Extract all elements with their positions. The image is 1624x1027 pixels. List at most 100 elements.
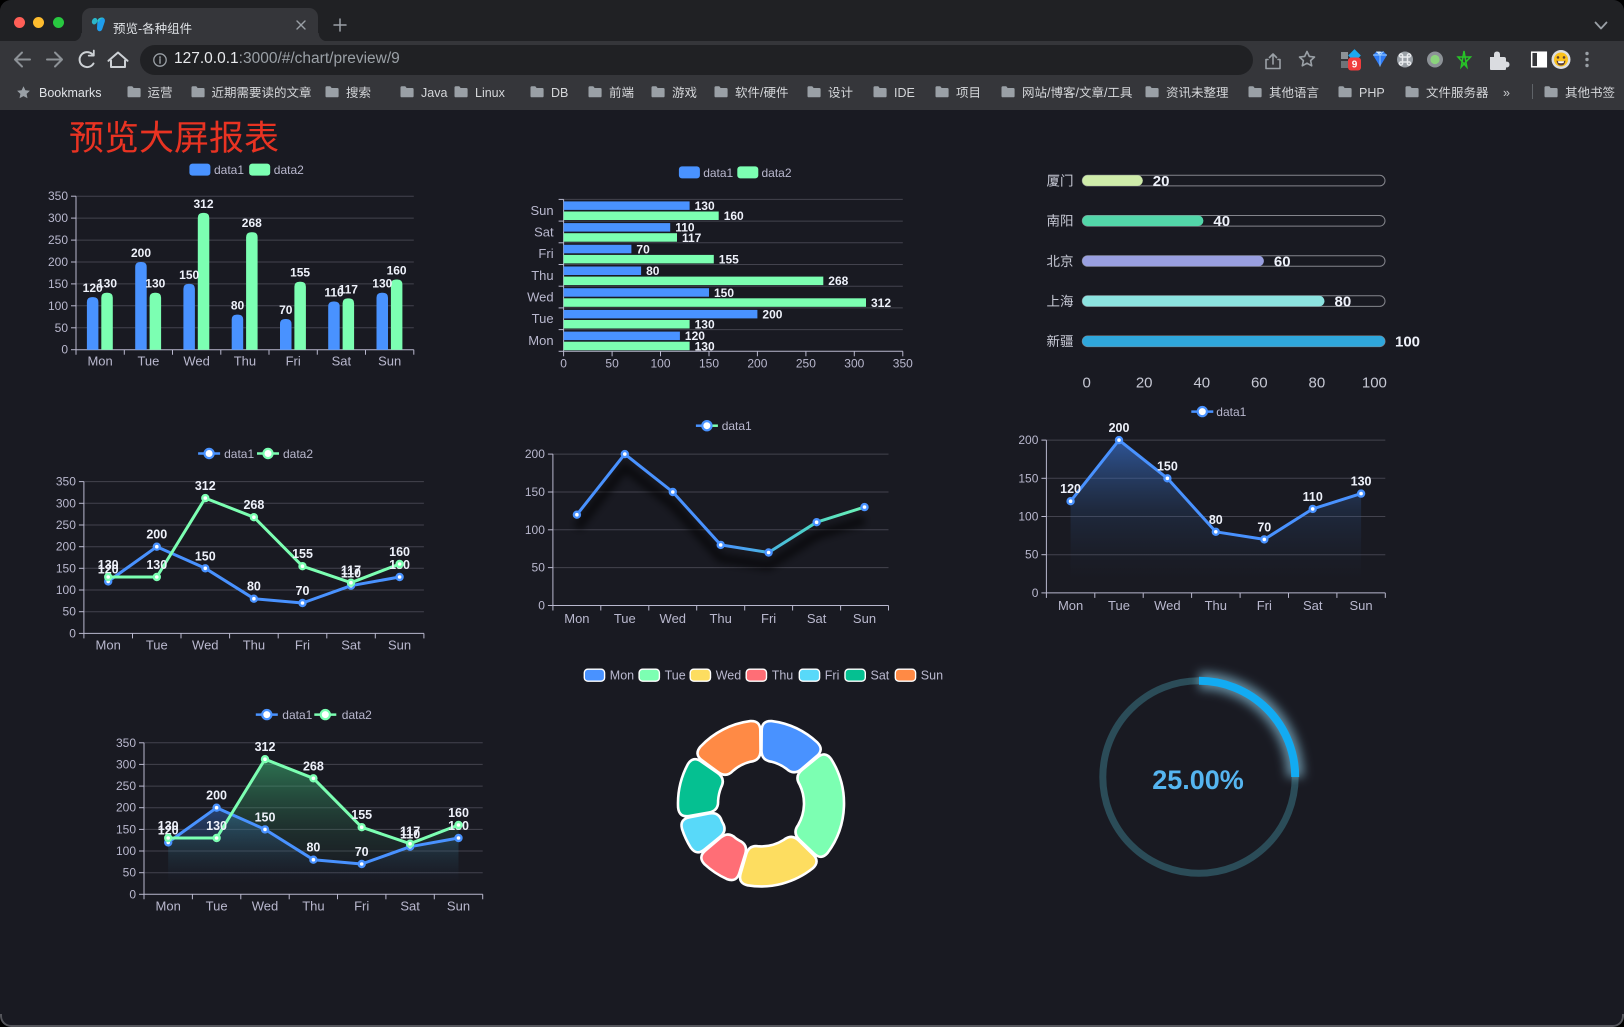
svg-text:Mon: Mon [1058, 598, 1083, 613]
svg-text:Sat: Sat [341, 637, 361, 652]
svg-text:Wed: Wed [716, 669, 742, 683]
svg-text:0: 0 [129, 887, 136, 901]
svg-text:Mon: Mon [528, 333, 553, 348]
svg-text:Fri: Fri [286, 354, 301, 369]
svg-text:20: 20 [1136, 374, 1153, 391]
svg-text:350: 350 [893, 357, 913, 371]
svg-text:Mon: Mon [96, 637, 121, 652]
svg-text:data1: data1 [1216, 405, 1246, 419]
svg-text:80: 80 [1309, 374, 1326, 391]
svg-text:130: 130 [695, 199, 715, 213]
svg-text:200: 200 [1109, 421, 1130, 435]
svg-text:110: 110 [341, 567, 361, 581]
svg-text:200: 200 [206, 789, 227, 803]
svg-text:268: 268 [243, 498, 264, 512]
svg-text:100: 100 [650, 357, 670, 371]
svg-text:0: 0 [69, 626, 76, 640]
svg-text:Wed: Wed [1154, 598, 1181, 613]
svg-text:130: 130 [695, 339, 715, 353]
svg-text:150: 150 [255, 810, 276, 824]
svg-text:data2: data2 [283, 447, 313, 461]
svg-text:Wed: Wed [252, 899, 279, 914]
svg-text:268: 268 [303, 759, 324, 773]
svg-text:300: 300 [56, 496, 76, 510]
svg-text:312: 312 [255, 740, 276, 754]
svg-text:Sat: Sat [332, 354, 352, 369]
svg-text:200: 200 [56, 540, 76, 554]
svg-text:130: 130 [1351, 475, 1372, 489]
svg-text:130: 130 [206, 819, 227, 833]
svg-text:100: 100 [1018, 510, 1038, 524]
svg-text:Thu: Thu [531, 268, 553, 283]
svg-text:150: 150 [179, 268, 199, 282]
svg-text:300: 300 [844, 357, 864, 371]
svg-text:80: 80 [1209, 513, 1223, 527]
svg-text:160: 160 [387, 264, 407, 278]
svg-text:Wed: Wed [192, 637, 219, 652]
svg-text:200: 200 [116, 801, 136, 815]
svg-text:data2: data2 [342, 708, 372, 722]
svg-text:Mon: Mon [156, 899, 181, 914]
svg-text:350: 350 [56, 475, 76, 489]
svg-text:9: 9 [1352, 60, 1358, 71]
svg-text:Tue: Tue [146, 637, 168, 652]
svg-text:250: 250 [796, 357, 816, 371]
svg-text:data1: data1 [703, 166, 733, 180]
svg-text:120: 120 [685, 329, 705, 343]
svg-text:Thu: Thu [1205, 598, 1227, 613]
svg-text:Tue: Tue [206, 899, 228, 914]
svg-text:312: 312 [871, 296, 891, 310]
svg-text:50: 50 [532, 561, 546, 575]
svg-text:40: 40 [1193, 374, 1210, 391]
svg-text:300: 300 [48, 211, 68, 225]
svg-text:Wed: Wed [527, 290, 554, 305]
svg-text:Wed: Wed [183, 354, 210, 369]
svg-text:200: 200 [525, 447, 545, 461]
svg-text:Thu: Thu [243, 637, 265, 652]
svg-text:Sun: Sun [1350, 598, 1373, 613]
svg-text:Thu: Thu [234, 354, 256, 369]
svg-text:Fri: Fri [761, 611, 776, 626]
svg-text:150: 150 [1157, 459, 1178, 473]
svg-text:70: 70 [355, 845, 369, 859]
svg-text:上海: 上海 [1047, 294, 1074, 309]
svg-text:200: 200 [131, 246, 151, 260]
svg-text:130: 130 [146, 558, 167, 572]
svg-text:150: 150 [195, 549, 216, 563]
svg-text:80: 80 [306, 841, 320, 855]
svg-text:60: 60 [1251, 374, 1268, 391]
svg-text:80: 80 [646, 264, 660, 278]
svg-text:100: 100 [48, 299, 68, 313]
svg-text:Sun: Sun [921, 669, 943, 683]
svg-text:150: 150 [1018, 471, 1038, 485]
svg-text:北京: 北京 [1047, 254, 1074, 269]
svg-text:130: 130 [372, 277, 392, 291]
svg-text:Mon: Mon [610, 669, 634, 683]
svg-text:Sun: Sun [378, 354, 401, 369]
svg-text:100: 100 [116, 844, 136, 858]
svg-text:Sat: Sat [400, 899, 420, 914]
svg-text:南阳: 南阳 [1047, 214, 1074, 229]
svg-text:0: 0 [1032, 586, 1039, 600]
svg-text:50: 50 [63, 605, 77, 619]
svg-text:Sat: Sat [807, 611, 827, 626]
svg-text:50: 50 [1025, 548, 1039, 562]
svg-text:20: 20 [1153, 173, 1170, 190]
svg-text:117: 117 [682, 231, 702, 245]
svg-text:0: 0 [538, 599, 545, 613]
svg-text:data1: data1 [722, 419, 752, 433]
svg-text:Fri: Fri [825, 669, 840, 683]
svg-text:350: 350 [48, 189, 68, 203]
svg-text:0: 0 [1083, 374, 1091, 391]
svg-text:150: 150 [56, 561, 76, 575]
svg-text:data2: data2 [274, 163, 304, 177]
svg-text:120: 120 [158, 823, 179, 837]
svg-text:data1: data1 [214, 163, 244, 177]
svg-text:150: 150 [116, 822, 136, 836]
svg-text:data2: data2 [762, 166, 792, 180]
svg-text:100: 100 [1362, 374, 1387, 391]
svg-text:Sat: Sat [534, 224, 554, 239]
svg-text:160: 160 [448, 806, 469, 820]
svg-text:70: 70 [636, 242, 650, 256]
svg-text:Fri: Fri [538, 246, 553, 261]
